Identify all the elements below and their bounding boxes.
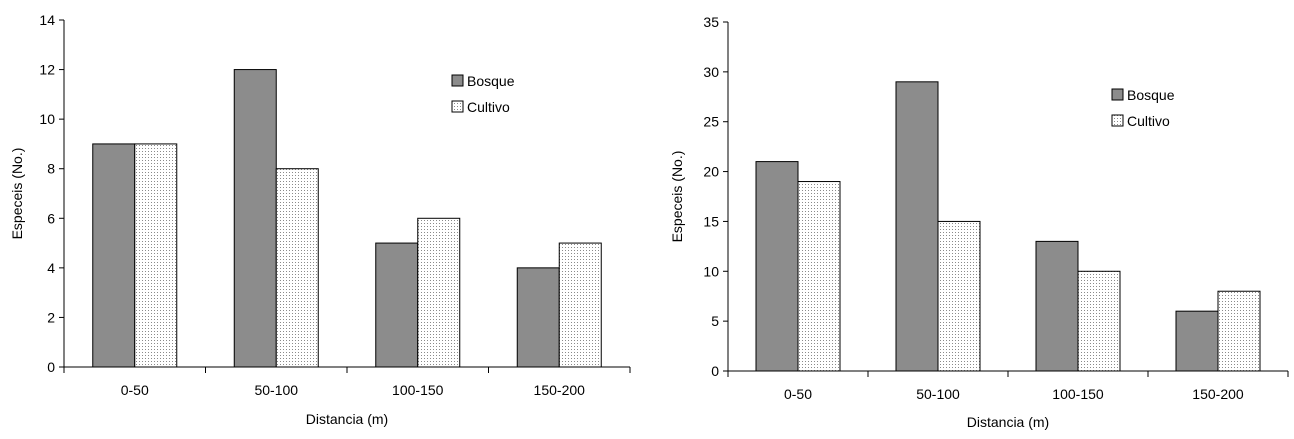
- bar-cultivo-50-100: [937, 220, 981, 372]
- legend: Bosque Cultivo: [1111, 87, 1175, 129]
- y-tick-label: 10: [39, 111, 55, 127]
- bar-bosque-50-100: [895, 81, 939, 372]
- x-tick-label: 0-50: [121, 382, 149, 398]
- x-axis-title: Distancia (m): [967, 414, 1049, 430]
- bar-cultivo-150-200: [1217, 290, 1261, 372]
- y-tick-label: 2: [47, 309, 55, 325]
- x-tick-label: 50-100: [916, 386, 960, 402]
- legend-swatch-cultivo: [451, 100, 464, 113]
- y-tick-label: 6: [47, 210, 55, 226]
- y-tick-label: 12: [39, 62, 55, 78]
- y-tick-label: 4: [47, 260, 55, 276]
- y-axis-title: Especeis (No.): [9, 148, 25, 240]
- legend: Bosque Cultivo: [451, 73, 515, 115]
- legend-label-cultivo: Cultivo: [1127, 113, 1170, 129]
- bar-cultivo-150-200: [558, 242, 602, 368]
- bar-bosque-50-100: [233, 69, 277, 368]
- bar-bosque-0-50: [92, 143, 136, 368]
- x-tick-label: 0-50: [784, 386, 812, 402]
- y-tick-label: 0: [711, 363, 719, 379]
- y-tick-label: 14: [39, 12, 55, 28]
- legend-swatch-bosque: [451, 74, 464, 87]
- bar-bosque-150-200: [1175, 310, 1219, 372]
- y-tick-label: 15: [703, 213, 719, 229]
- y-tick-label: 8: [47, 161, 55, 177]
- y-tick-label: 0: [47, 359, 55, 375]
- y-tick-label: 25: [703, 114, 719, 130]
- bar-cultivo-100-150: [1077, 270, 1121, 372]
- y-tick-label: 35: [703, 14, 719, 30]
- legend-label-cultivo: Cultivo: [467, 99, 510, 115]
- legend-swatch-cultivo: [1111, 114, 1124, 127]
- bar-bosque-100-150: [1035, 240, 1079, 372]
- x-tick-label: 100-150: [1052, 386, 1104, 402]
- bar-bosque-150-200: [516, 267, 560, 368]
- bar-cultivo-0-50: [134, 143, 178, 368]
- y-tick-label: 20: [703, 164, 719, 180]
- chart-right: 0 5 10 15 20 25 30 35 0-50 50-100 100-150 150-200 Di…: [669, 14, 1289, 430]
- bar-bosque-0-50: [755, 161, 799, 372]
- bar-cultivo-0-50: [797, 181, 841, 372]
- y-tick-label: 5: [711, 313, 719, 329]
- bar-cultivo-50-100: [275, 168, 319, 368]
- x-tick-label: 50-100: [254, 382, 298, 398]
- x-tick-label: 150-200: [1192, 386, 1244, 402]
- y-tick-label: 10: [703, 263, 719, 279]
- chart-left: 0 2 4 6 8 10 12 14 0-50 50-100 100-150 150-200 Dista…: [9, 12, 631, 427]
- legend-label-bosque: Bosque: [467, 73, 515, 89]
- bar-cultivo-100-150: [417, 217, 461, 368]
- legend-swatch-bosque: [1111, 88, 1124, 101]
- x-axis-title: Distancia (m): [306, 411, 388, 427]
- x-tick-label: 100-150: [392, 382, 444, 398]
- x-tick-label: 150-200: [534, 382, 586, 398]
- y-tick-label: 30: [703, 64, 719, 80]
- bar-bosque-100-150: [375, 242, 419, 368]
- legend-label-bosque: Bosque: [1127, 87, 1175, 103]
- y-axis-title: Especeis (No.): [669, 151, 685, 243]
